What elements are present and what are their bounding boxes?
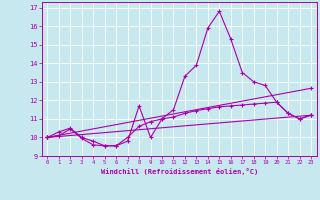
X-axis label: Windchill (Refroidissement éolien,°C): Windchill (Refroidissement éolien,°C) xyxy=(100,168,258,175)
